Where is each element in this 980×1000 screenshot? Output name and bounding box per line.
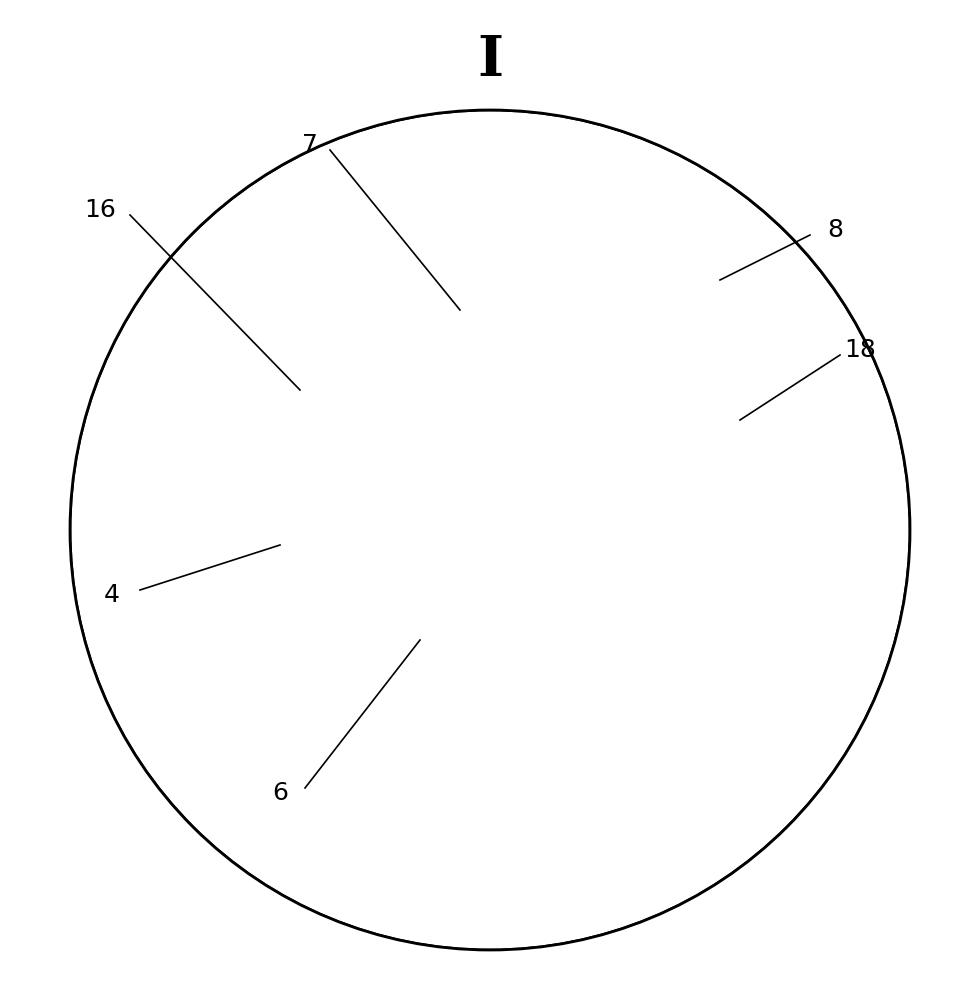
- Ellipse shape: [720, 420, 736, 440]
- Text: 7: 7: [302, 133, 318, 157]
- Text: 6: 6: [272, 781, 288, 805]
- Polygon shape: [460, 290, 520, 360]
- Bar: [705, 420, 735, 440]
- Circle shape: [480, 495, 500, 515]
- Text: 8: 8: [827, 218, 843, 242]
- Text: I: I: [477, 32, 503, 88]
- Circle shape: [703, 418, 727, 442]
- Polygon shape: [490, 200, 770, 490]
- Circle shape: [480, 590, 500, 610]
- Bar: [75, 490, 905, 555]
- Text: 18: 18: [844, 338, 876, 362]
- Text: 16: 16: [84, 198, 116, 222]
- Polygon shape: [307, 520, 323, 540]
- Bar: [481, 350, 499, 500]
- Circle shape: [468, 483, 512, 527]
- Polygon shape: [336, 502, 354, 522]
- Polygon shape: [641, 520, 659, 540]
- Circle shape: [470, 580, 510, 620]
- Text: 4: 4: [104, 583, 120, 607]
- Polygon shape: [612, 502, 628, 522]
